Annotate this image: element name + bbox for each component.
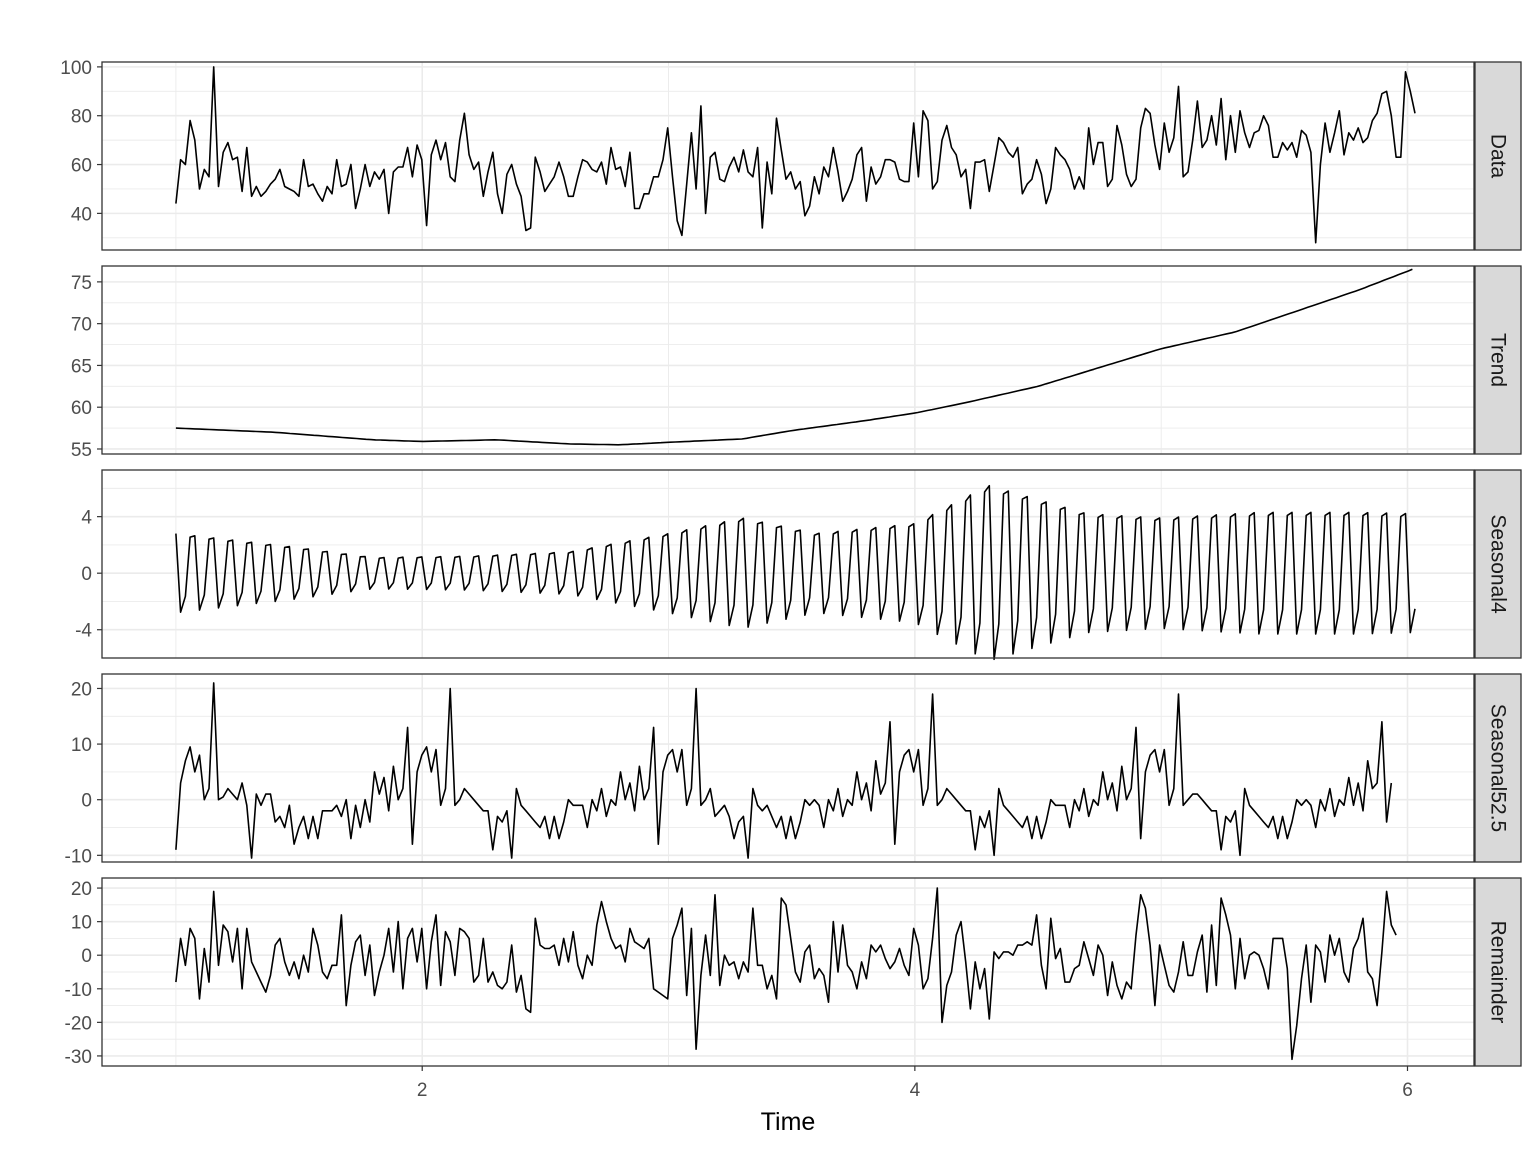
x-tick-label: 2 — [417, 1080, 428, 1101]
panel-background — [102, 62, 1474, 250]
panel-border — [101, 265, 1475, 455]
facet-strip — [1474, 877, 1522, 1067]
y-tick-label: 75 — [71, 273, 92, 294]
y-tick-label: 60 — [71, 156, 92, 177]
y-tick-label: 70 — [71, 315, 92, 336]
panel-border — [101, 61, 1475, 251]
facet-strip — [1474, 469, 1522, 659]
y-tick-label: -30 — [65, 1047, 92, 1068]
panel-seasonal52-5: -10 0 10 20 Seasonal52.5 — [65, 673, 1522, 867]
series-line-trend — [175, 268, 1413, 446]
panel-background — [102, 266, 1474, 454]
y-tick-label: -4 — [75, 621, 92, 642]
y-tick-label: 0 — [81, 946, 92, 967]
facet-strip-label: Seasonal4 — [1487, 514, 1510, 614]
panel-border — [101, 877, 1475, 1067]
y-tick-label: -10 — [65, 980, 92, 1001]
panel-remainder: -30 -20 -10 0 10 20 Remainder — [65, 877, 1522, 1068]
facet-strip-label: Trend — [1487, 333, 1510, 387]
x-tick-label: 4 — [910, 1080, 921, 1101]
facet-strip-label: Data — [1487, 134, 1510, 179]
y-tick-label: 60 — [71, 398, 92, 419]
panel-trend: 55 60 65 70 75 Trend — [71, 265, 1522, 461]
y-tick-label: 4 — [81, 508, 92, 529]
panel-data: 40 60 80 100 Data — [60, 58, 1522, 251]
x-axis: 2 4 6 — [417, 1066, 1413, 1101]
y-tick-label: 100 — [60, 58, 92, 79]
y-tick-label: -20 — [65, 1013, 92, 1034]
facet-strip-label: Seasonal52.5 — [1487, 704, 1510, 832]
series-line-remainder — [175, 887, 1397, 1061]
x-tick-label: 6 — [1402, 1080, 1413, 1101]
panel-border — [101, 673, 1475, 863]
panel-seasonal4: -4 0 4 Seasonal4 — [75, 469, 1522, 661]
x-axis-title: Time — [761, 1108, 816, 1136]
y-tick-label: 20 — [71, 679, 92, 700]
facet-strip — [1474, 265, 1522, 455]
series-line-seasonal52-5 — [175, 682, 1393, 859]
y-tick-label: 55 — [71, 440, 92, 461]
y-tick-label: 10 — [71, 913, 92, 934]
y-tick-label: 10 — [71, 735, 92, 756]
facet-strip — [1474, 673, 1522, 863]
y-tick-label: 20 — [71, 879, 92, 900]
facet-strip — [1474, 61, 1522, 251]
series-line-seasonal4 — [175, 484, 1416, 661]
y-tick-label: 0 — [81, 791, 92, 812]
series-line-data — [175, 66, 1416, 244]
y-tick-label: 80 — [71, 107, 92, 128]
facet-strip-label: Remainder — [1487, 921, 1510, 1024]
y-tick-label: -10 — [65, 846, 92, 867]
y-tick-label: 0 — [81, 564, 92, 585]
panel-border — [101, 469, 1475, 659]
panel-background — [102, 470, 1474, 658]
y-tick-label: 65 — [71, 356, 92, 377]
y-tick-label: 40 — [71, 204, 92, 225]
